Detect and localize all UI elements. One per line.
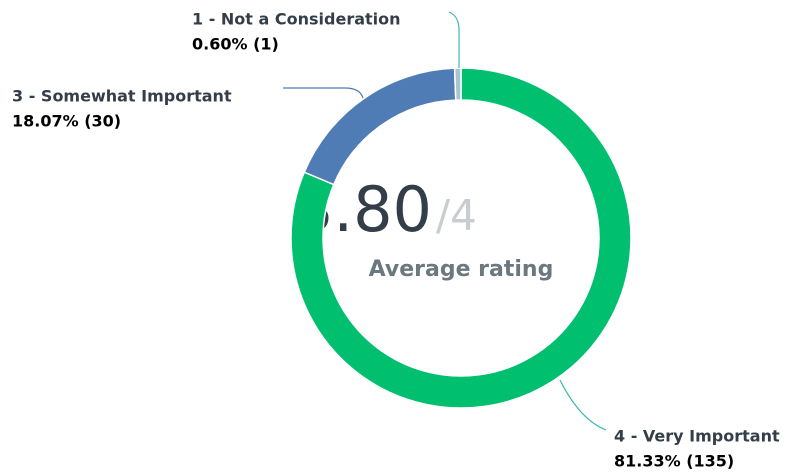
slice-category: 1 - Not a Consideration [192, 10, 401, 29]
leader-line [448, 11, 460, 68]
leader-line [559, 379, 607, 431]
donut-slice [290, 67, 632, 409]
slice-category: 3 - Somewhat Important [12, 87, 232, 106]
slice-value-label: 81.33% (135) [614, 452, 734, 471]
center-suffix: /4 [436, 191, 477, 240]
slice-value-label: 0.60% (1) [192, 35, 279, 54]
center-label: Average rating [369, 257, 554, 282]
donut-slice [453, 67, 462, 101]
donut-slice [303, 67, 457, 186]
leader-line [283, 87, 364, 99]
slice-category: 4 - Very Important [614, 427, 780, 446]
slice-value-label: 18.07% (30) [12, 112, 121, 131]
